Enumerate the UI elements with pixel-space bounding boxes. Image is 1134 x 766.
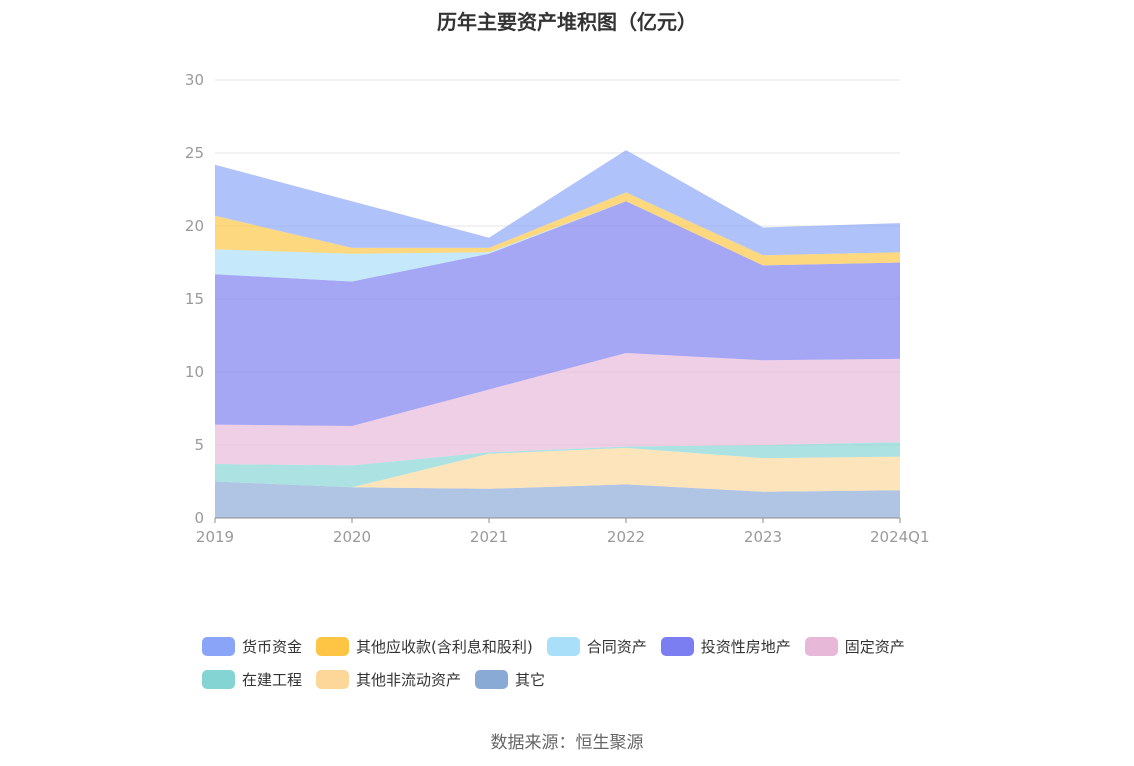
legend-swatch: [804, 637, 838, 656]
area-series: [215, 353, 900, 466]
data-source-note: 数据来源：恒生聚源: [490, 733, 644, 753]
legend-row: 货币资金 其他应收款(含利息和股利) 合同资产 投资性房地产 固定资产: [202, 630, 962, 663]
legend-swatch: [316, 670, 350, 689]
y-tick-label: 30: [185, 71, 204, 89]
legend-item[interactable]: 其他非流动资产: [316, 669, 461, 690]
legend-label: 固定资产: [844, 638, 905, 656]
legend-item[interactable]: 货币资金: [202, 636, 302, 657]
y-tick-label: 20: [185, 217, 204, 235]
area-series: [215, 192, 900, 266]
x-tick-label: 2020: [333, 528, 371, 546]
legend-label: 合同资产: [586, 638, 647, 656]
area-series: [215, 481, 900, 518]
legend-item[interactable]: 其它: [475, 669, 545, 690]
area-series: [215, 442, 900, 488]
y-tick-label: 0: [194, 509, 204, 527]
legend-label: 货币资金: [242, 638, 303, 656]
legend-label: 其它: [515, 671, 546, 689]
legend-label: 在建工程: [242, 671, 303, 689]
y-tick-label: 10: [185, 363, 204, 381]
chart-title: 历年主要资产堆积图（亿元）: [437, 10, 697, 34]
x-tick-label: 2019: [196, 528, 234, 546]
legend-swatch: [546, 637, 580, 656]
legend-row: 在建工程 其他非流动资产 其它: [202, 663, 962, 696]
legend-swatch: [475, 670, 509, 689]
x-tick-label: 2024Q1: [870, 528, 930, 546]
legend-item[interactable]: 合同资产: [546, 636, 647, 657]
legend-swatch: [202, 637, 235, 656]
legend: 货币资金 其他应收款(含利息和股利) 合同资产 投资性房地产 固定资产 在建工程 其他非流…: [202, 630, 962, 696]
legend-item[interactable]: 投资性房地产: [660, 636, 791, 657]
legend-swatch: [202, 670, 235, 689]
area-series-group: [215, 150, 900, 518]
legend-label: 投资性房地产: [700, 638, 791, 656]
legend-item[interactable]: 固定资产: [804, 636, 905, 657]
legend-label: 其他非流动资产: [356, 671, 462, 689]
y-tick-label: 25: [185, 144, 204, 162]
area-series: [215, 150, 900, 256]
x-tick-label: 2022: [607, 528, 645, 546]
x-tick-label: 2023: [744, 528, 782, 546]
legend-label: 其他应收款(含利息和股利): [356, 638, 533, 656]
y-tick-label: 15: [185, 290, 204, 308]
area-series: [215, 201, 900, 426]
x-tick-label: 2021: [470, 528, 508, 546]
legend-swatch: [316, 637, 350, 656]
area-series: [215, 201, 900, 282]
legend-item[interactable]: 其他应收款(含利息和股利): [316, 636, 533, 657]
y-tick-label: 5: [194, 436, 204, 454]
legend-item[interactable]: 在建工程: [202, 669, 302, 690]
legend-swatch: [660, 637, 694, 656]
area-series: [215, 447, 900, 492]
axes: 0 5 10 15 20 25 30 2019 2020 2021 2022 2023 2024Q1: [185, 71, 930, 546]
